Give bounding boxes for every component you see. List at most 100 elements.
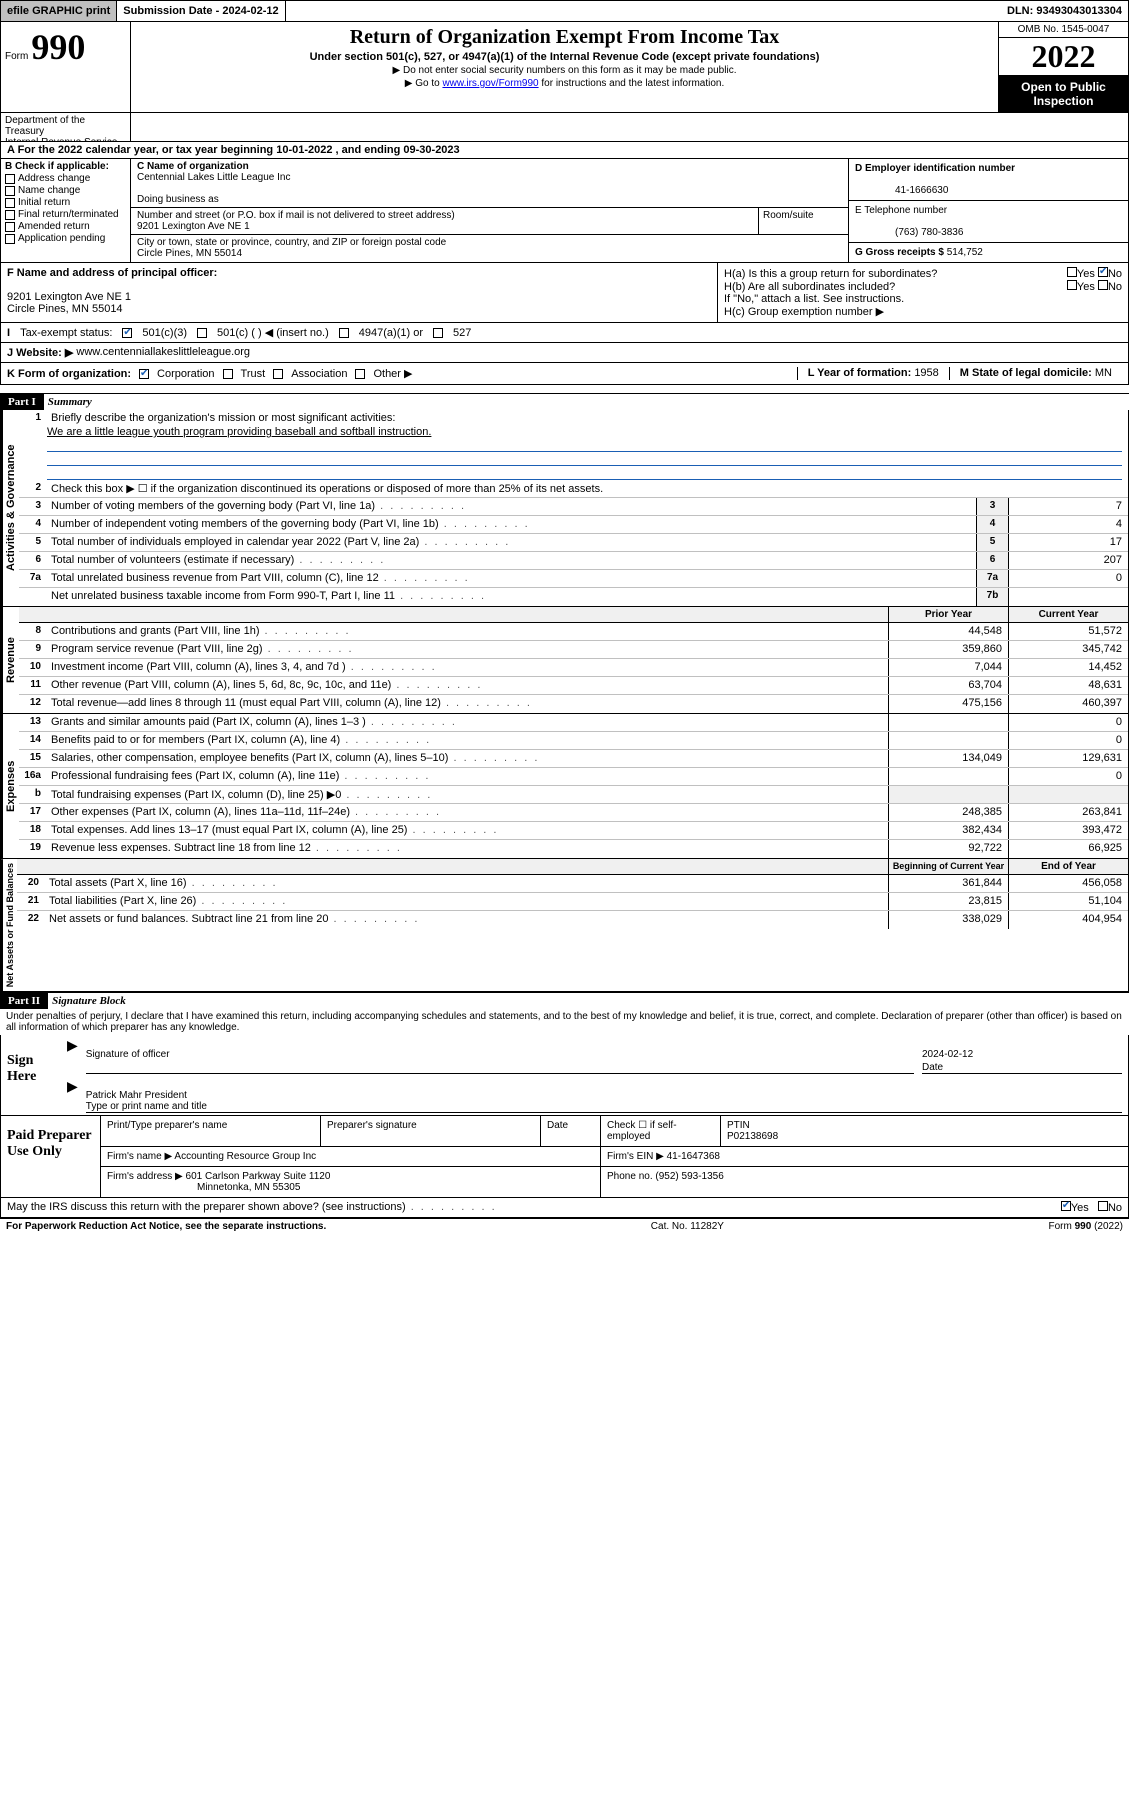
cb-initial-return[interactable]: Initial return bbox=[5, 197, 126, 208]
line-label: Contributions and grants (Part VIII, lin… bbox=[47, 623, 888, 640]
cb-discuss-yes[interactable] bbox=[1061, 1201, 1071, 1211]
curr-cell bbox=[1008, 786, 1128, 803]
omb-number: OMB No. 1545-0047 bbox=[999, 22, 1128, 38]
open-public-badge: Open to Public Inspection bbox=[999, 76, 1128, 112]
cb-527[interactable] bbox=[433, 328, 443, 338]
gov-row: Net unrelated business taxable income fr… bbox=[19, 588, 1128, 606]
ein-value: 41-1666630 bbox=[895, 185, 948, 196]
net-header: Beginning of Current Year End of Year bbox=[17, 859, 1128, 875]
h-col: H(a) Is this a group return for subordin… bbox=[718, 263, 1128, 322]
l-value: 1958 bbox=[914, 367, 938, 379]
gov-vert-label: Activities & Governance bbox=[1, 410, 19, 606]
gov-body: 1Briefly describe the organization's mis… bbox=[19, 410, 1128, 606]
cb-label-0: Address change bbox=[18, 173, 90, 184]
submission-date: Submission Date - 2024-02-12 bbox=[117, 1, 285, 21]
instruction-2: ▶ Go to www.irs.gov/Form990 for instruct… bbox=[139, 78, 990, 89]
efile-print-button[interactable]: efile GRAPHIC print bbox=[1, 1, 117, 21]
line-num bbox=[19, 588, 47, 606]
curr-cell: 404,954 bbox=[1008, 911, 1128, 929]
line-label: Benefits paid to or for members (Part IX… bbox=[47, 732, 888, 749]
ha-yes: Yes bbox=[1077, 268, 1095, 280]
cb-corporation[interactable] bbox=[139, 369, 149, 379]
form-word: Form bbox=[5, 51, 28, 62]
line-label: Other revenue (Part VIII, column (A), li… bbox=[47, 677, 888, 694]
cb-discuss-no[interactable] bbox=[1098, 1201, 1108, 1211]
data-row: b Total fundraising expenses (Part IX, c… bbox=[19, 786, 1128, 804]
data-row: 14 Benefits paid to or for members (Part… bbox=[19, 732, 1128, 750]
box-num: 4 bbox=[976, 516, 1008, 533]
d-label: D Employer identification number bbox=[855, 163, 1015, 174]
col-right: D Employer identification number 41-1666… bbox=[848, 159, 1128, 262]
arrow-icon: ▶ bbox=[67, 1037, 78, 1074]
cb-501c[interactable] bbox=[197, 328, 207, 338]
subdate-value: 2024-02-12 bbox=[222, 5, 278, 17]
form-number-box: Form 990 bbox=[1, 22, 131, 112]
cb-501c3[interactable] bbox=[122, 328, 132, 338]
cb-trust[interactable] bbox=[223, 369, 233, 379]
org-name-cell: C Name of organization Centennial Lakes … bbox=[131, 159, 848, 207]
addr-label: Firm's address ▶ bbox=[107, 1171, 183, 1182]
line-label: Program service revenue (Part VIII, line… bbox=[47, 641, 888, 658]
ha-no: No bbox=[1108, 268, 1122, 280]
data-row: 13 Grants and similar amounts paid (Part… bbox=[19, 714, 1128, 732]
cb-other[interactable] bbox=[355, 369, 365, 379]
prior-cell: 63,704 bbox=[888, 677, 1008, 694]
part-ii-header: Part II Signature Block bbox=[0, 992, 1129, 1009]
gov-row: 3 Number of voting members of the govern… bbox=[19, 498, 1128, 516]
value-cell: 17 bbox=[1008, 534, 1128, 551]
line-label: Number of independent voting members of … bbox=[47, 516, 976, 533]
part-ii-title: Signature Block bbox=[52, 995, 126, 1007]
cb-final-return[interactable]: Final return/terminated bbox=[5, 209, 126, 220]
cb-amended[interactable]: Amended return bbox=[5, 221, 126, 232]
part-i-title: Summary bbox=[48, 396, 92, 408]
line-num: 19 bbox=[19, 840, 47, 858]
line-num: 4 bbox=[19, 516, 47, 533]
cb-address-change[interactable]: Address change bbox=[5, 173, 126, 184]
curr-cell: 456,058 bbox=[1008, 875, 1128, 892]
net-vert-label: Net Assets or Fund Balances bbox=[1, 859, 17, 991]
col-b: B Check if applicable: Address change Na… bbox=[1, 159, 131, 262]
gov-row: 5 Total number of individuals employed i… bbox=[19, 534, 1128, 552]
line2-label: Check this box ▶ ☐ if the organization d… bbox=[47, 480, 1128, 497]
sig-label-text: Signature of officer bbox=[86, 1049, 170, 1060]
ha-label: H(a) Is this a group return for subordin… bbox=[724, 268, 937, 280]
prior-cell: 7,044 bbox=[888, 659, 1008, 676]
value-cell: 4 bbox=[1008, 516, 1128, 533]
line-num: 21 bbox=[17, 893, 45, 910]
cb-4947[interactable] bbox=[339, 328, 349, 338]
prior-cell: 134,049 bbox=[888, 750, 1008, 767]
firm-ein-label: Firm's EIN ▶ bbox=[607, 1151, 664, 1162]
data-row: 17 Other expenses (Part IX, column (A), … bbox=[19, 804, 1128, 822]
end-year-header: End of Year bbox=[1008, 859, 1128, 874]
hb-note: If "No," attach a list. See instructions… bbox=[724, 293, 1122, 305]
line-num: 17 bbox=[19, 804, 47, 821]
street-value: 9201 Lexington Ave NE 1 bbox=[137, 221, 250, 232]
city-label: City or town, state or province, country… bbox=[137, 237, 446, 248]
instr2-pre: ▶ Go to bbox=[405, 78, 443, 89]
line-label: Number of voting members of the governin… bbox=[47, 498, 976, 515]
form990-link[interactable]: www.irs.gov/Form990 bbox=[442, 78, 538, 89]
gross-cell: G Gross receipts $ 514,752 bbox=[849, 243, 1128, 262]
curr-cell: 129,631 bbox=[1008, 750, 1128, 767]
prior-cell: 92,722 bbox=[888, 840, 1008, 858]
title-box: Return of Organization Exempt From Incom… bbox=[131, 22, 998, 112]
signature-line: Signature of officer bbox=[86, 1037, 914, 1074]
box-num: 3 bbox=[976, 498, 1008, 515]
cb-assoc[interactable] bbox=[273, 369, 283, 379]
opt-527: 527 bbox=[453, 327, 471, 339]
cb-name-change[interactable]: Name change bbox=[5, 185, 126, 196]
cb-app-pending[interactable]: Application pending bbox=[5, 233, 126, 244]
firm-phone-value: (952) 593-1356 bbox=[655, 1171, 723, 1182]
cb-label-3: Final return/terminated bbox=[18, 209, 119, 220]
dept-label: Department of the Treasury bbox=[5, 115, 85, 137]
sign-here-label: Sign Here bbox=[1, 1035, 61, 1115]
line-label: Total number of individuals employed in … bbox=[47, 534, 976, 551]
line-num: 9 bbox=[19, 641, 47, 658]
gross-value: 514,752 bbox=[947, 247, 983, 258]
box-num: 7b bbox=[976, 588, 1008, 606]
preparer-section: Paid Preparer Use Only Print/Type prepar… bbox=[0, 1116, 1129, 1198]
data-row: 16a Professional fundraising fees (Part … bbox=[19, 768, 1128, 786]
penalty-declaration: Under penalties of perjury, I declare th… bbox=[0, 1009, 1129, 1035]
hb-no: No bbox=[1108, 281, 1122, 293]
firm-addr-cell: Firm's address ▶ 601 Carlson Parkway Sui… bbox=[101, 1167, 601, 1197]
